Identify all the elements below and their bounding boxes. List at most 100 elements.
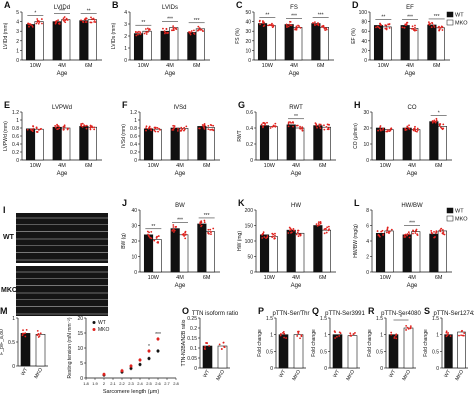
significance-star: *** (59, 9, 65, 15)
data-point (85, 21, 88, 23)
data-point (319, 221, 322, 224)
data-point (189, 33, 192, 36)
data-point (92, 17, 95, 20)
data-point (441, 128, 444, 131)
y-tick-label: 0.2 (12, 150, 19, 156)
data-point (147, 234, 150, 237)
bar-mko (152, 239, 162, 273)
panel-letter: C (236, 0, 243, 10)
data-point (262, 232, 265, 235)
y-tick-label: 10 (77, 346, 83, 352)
data-point (336, 335, 338, 338)
data-point (203, 124, 206, 127)
data-point (287, 122, 290, 125)
y-tick-label: 0 (248, 58, 251, 64)
data-point (269, 23, 271, 26)
echo-band (16, 238, 108, 240)
panel-title: CO (408, 105, 417, 111)
data-point (406, 234, 409, 237)
data-point (319, 127, 322, 130)
bar-wt (257, 23, 268, 61)
data-point (157, 130, 159, 133)
data-point (296, 124, 299, 127)
data-point (145, 31, 148, 33)
data-point (439, 26, 442, 29)
data-point (428, 23, 430, 26)
data-point (36, 334, 39, 336)
data-point (416, 234, 419, 237)
data-point (385, 28, 388, 31)
data-point (279, 334, 282, 337)
data-point (406, 326, 409, 329)
data-point (180, 129, 183, 132)
bar-wt (429, 233, 439, 273)
data-point (84, 18, 87, 21)
data-point (89, 124, 92, 127)
data-point (145, 33, 148, 35)
data-point (334, 337, 336, 339)
data-point (153, 239, 156, 242)
data-point (338, 335, 341, 337)
legend-label: WT (98, 320, 106, 326)
x-axis-label: Age (291, 283, 302, 289)
data-point (289, 20, 291, 23)
y-axis-label: HW (mg) (237, 231, 243, 251)
data-point (172, 25, 175, 27)
data-point (211, 128, 214, 131)
data-point (201, 124, 204, 126)
data-point (184, 237, 187, 240)
panel-letter: P (258, 306, 264, 316)
data-point (58, 22, 61, 25)
y-tick-label: 80 (361, 20, 367, 26)
significance-star: ** (87, 9, 91, 15)
data-point (295, 28, 298, 31)
data-point (266, 235, 269, 237)
data-point (430, 26, 433, 29)
echo-label-wt: WT (3, 234, 14, 241)
bar-wt (313, 225, 323, 273)
legend-label-mko: MKO (455, 217, 468, 223)
y-tick-label: 1 (436, 333, 439, 339)
data-point (93, 128, 96, 131)
echo-label-mko: MKO (1, 287, 18, 294)
data-point (83, 124, 85, 127)
y-tick-label: 60 (361, 29, 367, 35)
data-point (157, 235, 160, 237)
y-tick-label: 0.25 (187, 316, 197, 322)
significance-star: *** (194, 18, 200, 24)
y-axis-label: Fold change (311, 329, 317, 357)
data-point (292, 125, 294, 128)
y-tick-label: 3 (16, 29, 19, 35)
data-point (404, 127, 407, 130)
y-tick-label: 2 (124, 34, 127, 40)
data-point (412, 232, 414, 235)
x-tick-label: 10W (264, 275, 276, 281)
data-point (37, 333, 40, 335)
panel-letter: L (354, 198, 360, 208)
y-tick-label: 40 (131, 208, 137, 214)
data-point (208, 232, 210, 235)
bar-wt (375, 127, 386, 161)
y-axis-label: FS (%) (235, 28, 241, 44)
data-point (317, 24, 320, 27)
data-point (56, 124, 59, 127)
bar-mko (409, 28, 419, 61)
data-point (381, 229, 384, 232)
x-tick-label: 10W (378, 63, 390, 69)
bar-mko (268, 236, 278, 273)
significance-star: ** (381, 14, 385, 20)
bar-wt (259, 125, 270, 161)
y-tick-label: 1 (134, 118, 137, 124)
data-point (299, 125, 301, 128)
data-point (323, 228, 326, 231)
bar-wt (187, 32, 197, 61)
data-point (416, 129, 419, 132)
data-point (377, 129, 379, 132)
panel-title: BW (175, 203, 185, 209)
y-tick-label: 5 (80, 361, 83, 367)
data-point (35, 22, 38, 25)
data-point (81, 122, 84, 125)
y-axis-label: Fold change (257, 329, 263, 357)
